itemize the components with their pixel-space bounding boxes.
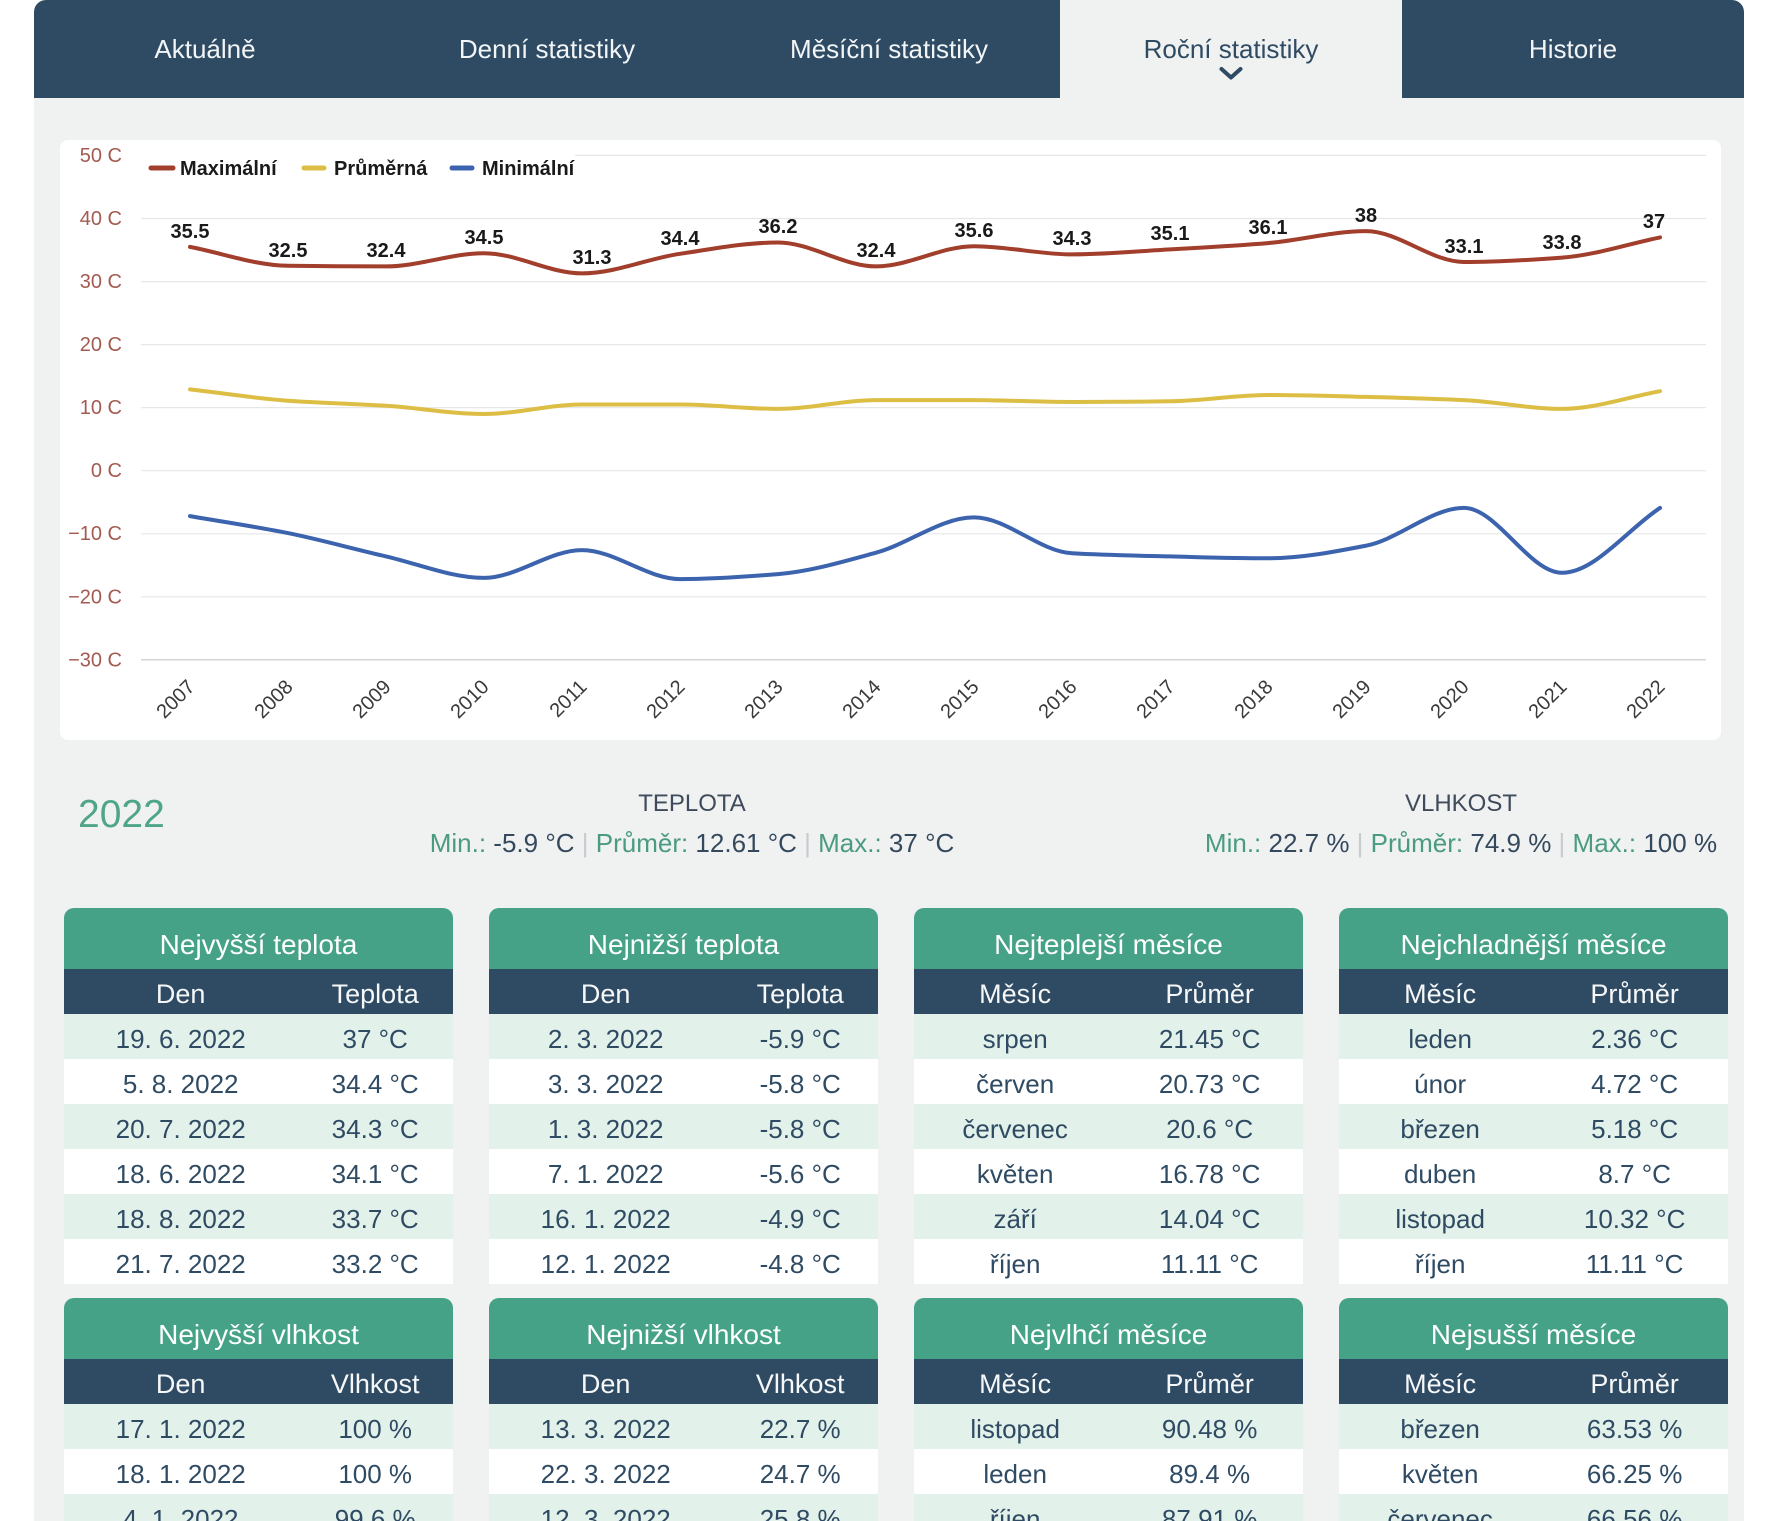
- svg-text:2018: 2018: [1231, 676, 1278, 723]
- svg-text:2007: 2007: [153, 676, 200, 723]
- svg-text:2010: 2010: [447, 676, 494, 723]
- svg-text:2017: 2017: [1133, 676, 1180, 723]
- svg-text:0 C: 0 C: [91, 460, 122, 482]
- svg-text:50 C: 50 C: [80, 145, 122, 167]
- svg-text:35.6: 35.6: [955, 220, 994, 242]
- svg-text:34.3: 34.3: [1053, 228, 1092, 250]
- svg-text:31.3: 31.3: [573, 247, 612, 269]
- svg-text:36.2: 36.2: [759, 216, 798, 238]
- svg-text:2012: 2012: [643, 676, 690, 723]
- svg-text:36.1: 36.1: [1249, 217, 1288, 239]
- svg-text:2011: 2011: [546, 676, 592, 722]
- svg-text:38: 38: [1355, 205, 1377, 227]
- svg-text:35.1: 35.1: [1151, 223, 1190, 245]
- svg-text:33.8: 33.8: [1543, 232, 1582, 254]
- svg-text:10 C: 10 C: [80, 397, 122, 419]
- svg-text:−10 C: −10 C: [68, 523, 122, 545]
- svg-text:Minimální: Minimální: [482, 158, 576, 180]
- svg-text:40 C: 40 C: [80, 208, 122, 230]
- svg-text:33.1: 33.1: [1445, 236, 1484, 258]
- svg-text:2009: 2009: [349, 676, 396, 723]
- svg-text:2015: 2015: [937, 676, 984, 723]
- svg-text:−20 C: −20 C: [68, 586, 122, 608]
- svg-text:34.4: 34.4: [661, 228, 701, 250]
- svg-text:2014: 2014: [839, 676, 886, 723]
- svg-text:−30 C: −30 C: [68, 649, 122, 671]
- svg-text:35.5: 35.5: [171, 221, 210, 243]
- svg-text:30 C: 30 C: [80, 271, 122, 293]
- svg-text:Průměrná: Průměrná: [334, 158, 428, 180]
- svg-text:34.5: 34.5: [465, 227, 504, 249]
- svg-text:32.4: 32.4: [367, 240, 407, 262]
- svg-text:Maximální: Maximální: [180, 158, 278, 180]
- svg-text:2013: 2013: [741, 676, 788, 723]
- svg-text:20 C: 20 C: [80, 334, 122, 356]
- svg-text:2008: 2008: [251, 676, 298, 723]
- svg-text:32.5: 32.5: [269, 240, 308, 262]
- svg-text:2021: 2021: [1525, 676, 1572, 723]
- svg-text:2022: 2022: [1623, 676, 1670, 723]
- svg-text:32.4: 32.4: [857, 240, 897, 262]
- svg-text:2020: 2020: [1427, 676, 1474, 723]
- svg-text:2016: 2016: [1035, 676, 1082, 723]
- svg-text:37: 37: [1643, 211, 1665, 233]
- svg-text:2019: 2019: [1329, 676, 1376, 723]
